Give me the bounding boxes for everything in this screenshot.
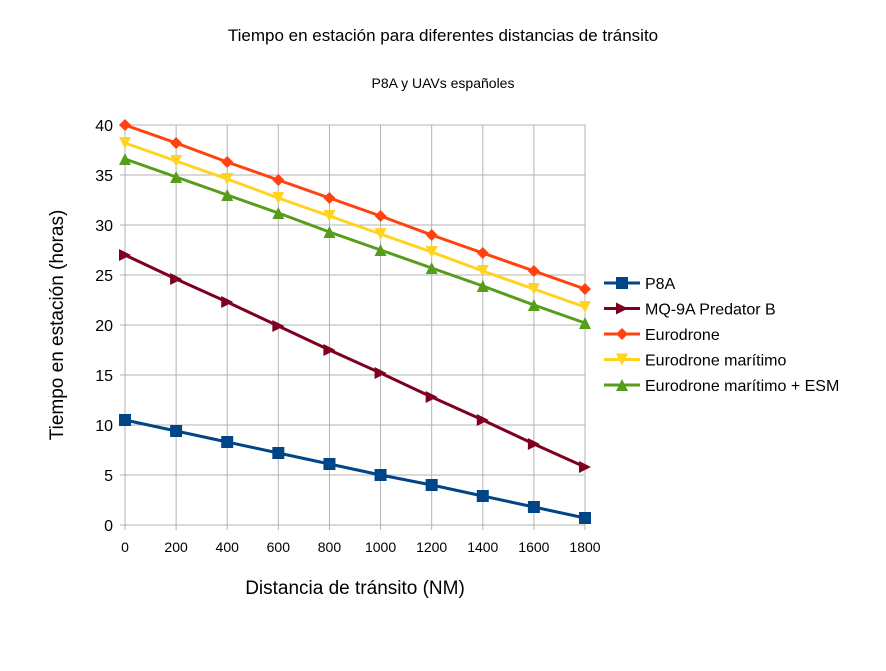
series-line xyxy=(124,157,586,325)
data-point xyxy=(170,155,183,167)
y-tick-label: 0 xyxy=(104,518,113,535)
y-tick-label: 20 xyxy=(95,318,113,335)
data-point xyxy=(272,447,285,459)
x-tick-label: 0 xyxy=(121,539,129,555)
data-point xyxy=(119,119,131,131)
data-point xyxy=(476,265,489,277)
y-tick-label: 25 xyxy=(95,268,113,285)
x-tick-label: 1800 xyxy=(569,539,600,555)
x-tick-label: 1000 xyxy=(365,539,396,555)
chart-subtitle: P8A y UAVs españoles xyxy=(371,75,515,91)
series-line xyxy=(124,418,586,520)
data-point xyxy=(119,249,131,261)
data-point xyxy=(119,153,131,165)
legend-item: Eurodrone marítimo xyxy=(604,353,786,370)
chart-title: Tiempo en estación para diferentes dista… xyxy=(227,26,659,45)
data-point xyxy=(579,461,591,473)
data-point xyxy=(476,414,489,426)
legend-marker xyxy=(616,379,628,391)
series-mq-9a-predator-b xyxy=(119,249,591,473)
y-tick-label: 5 xyxy=(104,468,113,485)
data-point xyxy=(272,207,285,219)
data-point xyxy=(579,512,591,524)
legend-item: P8A xyxy=(604,276,676,293)
data-point xyxy=(170,171,183,183)
data-point xyxy=(119,137,131,149)
data-point xyxy=(579,317,591,329)
legend-marker xyxy=(616,302,628,315)
data-point xyxy=(527,438,540,450)
data-point xyxy=(579,283,591,295)
x-tick-label: 1400 xyxy=(467,539,498,555)
y-tick-label: 10 xyxy=(95,418,113,435)
legend-item: MQ-9A Predator B xyxy=(604,302,776,319)
x-tick-label: 1200 xyxy=(416,539,447,555)
data-point xyxy=(476,490,489,502)
series-line xyxy=(124,253,586,469)
data-point xyxy=(527,265,540,277)
data-point xyxy=(221,156,234,168)
series-line xyxy=(124,141,586,309)
data-point xyxy=(425,246,438,258)
data-point xyxy=(170,425,183,437)
data-point xyxy=(272,174,285,186)
data-point xyxy=(323,344,336,356)
series-eurodrone-maritimo xyxy=(119,137,591,313)
series-eurodrone xyxy=(119,119,591,295)
data-point xyxy=(272,320,285,332)
legend-item: Eurodrone xyxy=(604,327,720,344)
x-tick-label: 200 xyxy=(164,539,188,555)
data-point xyxy=(579,301,591,313)
legend-label: Eurodrone marítimo xyxy=(645,353,786,370)
data-point xyxy=(425,479,438,491)
y-tick-label: 40 xyxy=(95,118,113,135)
data-point xyxy=(170,137,183,149)
data-point xyxy=(425,229,438,241)
data-point xyxy=(374,210,387,222)
data-point xyxy=(323,192,336,204)
data-point xyxy=(527,299,540,311)
data-point xyxy=(476,247,489,259)
data-point xyxy=(476,280,489,292)
y-tick-label: 30 xyxy=(95,218,113,235)
data-point xyxy=(527,501,540,513)
data-point xyxy=(425,391,438,403)
x-tick-label: 800 xyxy=(318,539,342,555)
data-point xyxy=(119,414,131,426)
data-point xyxy=(323,210,336,222)
data-point xyxy=(221,189,234,201)
data-point xyxy=(374,228,387,240)
data-point xyxy=(374,469,387,481)
legend-marker xyxy=(616,277,628,289)
data-point xyxy=(221,296,234,308)
series-line xyxy=(124,123,586,291)
y-tick-label: 15 xyxy=(95,368,113,385)
data-point xyxy=(374,367,387,379)
series-p8a xyxy=(119,414,591,524)
data-point xyxy=(527,283,540,295)
legend-item: Eurodrone marítimo + ESM xyxy=(604,378,839,395)
y-tick-label: 35 xyxy=(95,168,113,185)
legend-marker xyxy=(616,328,628,340)
legend-label: MQ-9A Predator B xyxy=(645,302,776,319)
x-tick-label: 600 xyxy=(267,539,291,555)
legend-label: Eurodrone xyxy=(645,327,720,344)
data-point xyxy=(374,244,387,256)
data-point xyxy=(221,173,234,185)
legend-label: P8A xyxy=(645,276,676,293)
x-tick-label: 1600 xyxy=(518,539,549,555)
data-point xyxy=(323,458,336,470)
x-tick-label: 400 xyxy=(216,539,240,555)
data-point xyxy=(221,436,234,448)
data-point xyxy=(170,273,183,285)
data-point xyxy=(425,262,438,274)
series-eurodrone-maritimo-esm xyxy=(119,153,591,329)
data-point xyxy=(323,226,336,238)
data-point xyxy=(272,192,285,204)
legend-marker xyxy=(616,353,628,366)
legend-label: Eurodrone marítimo + ESM xyxy=(645,378,839,395)
x-axis-label: Distancia de tránsito (NM) xyxy=(245,578,465,599)
